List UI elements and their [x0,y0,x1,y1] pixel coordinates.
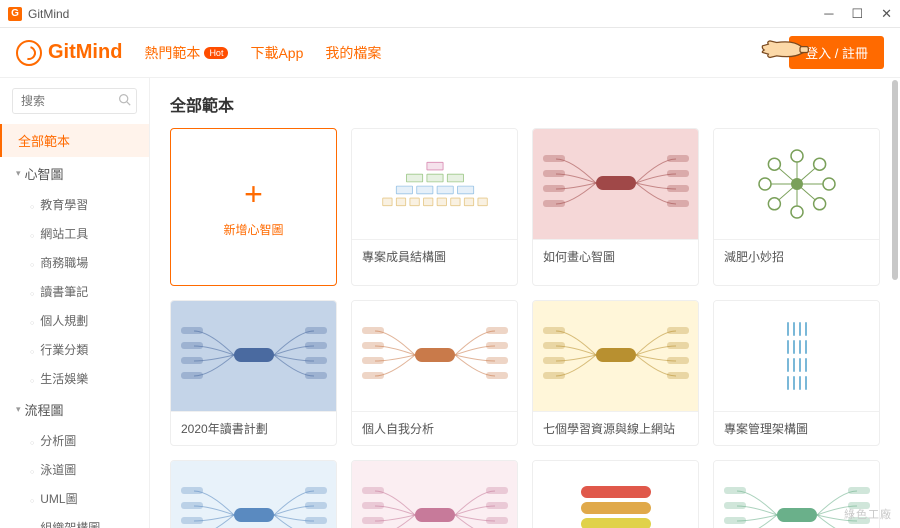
sidebar-sub-mindmap-3[interactable]: 讀書筆記 [0,277,149,306]
window-controls: ─ ☐ ✕ [824,6,892,22]
template-thumb [352,461,517,528]
minimize-button[interactable]: ─ [824,6,833,22]
sidebar: 全部範本 心智圖 教育學習網站工具商務職場讀書筆記個人規劃行業分類生活娛樂 流程… [0,78,150,528]
sidebar-item-mindmap[interactable]: 心智圖 [0,157,149,190]
template-caption: 專案成員結構圖 [352,239,517,273]
sidebar-sub-mindmap-5[interactable]: 行業分類 [0,335,149,364]
scrollbar[interactable] [892,80,898,280]
sidebar-sub-mindmap-0[interactable]: 教育學習 [0,190,149,219]
template-card-6[interactable]: 專案管理架構圖 [713,300,880,446]
sidebar-sub-mindmap-6[interactable]: 生活娛樂 [0,364,149,393]
main-area: 全部範本 心智圖 教育學習網站工具商務職場讀書筆記個人規劃行業分類生活娛樂 流程… [0,78,900,528]
sidebar-item-all[interactable]: 全部範本 [0,124,149,157]
window-title: GitMind [28,7,69,21]
template-thumb [171,301,336,411]
template-card-2[interactable]: 減肥小妙招 [713,128,880,286]
sidebar-sub-flowchart-2[interactable]: UML圖 [0,484,149,513]
nav-download-app[interactable]: 下載App [250,43,303,63]
close-button[interactable]: ✕ [881,6,892,22]
template-caption: 七個學習資源與線上網站 [533,411,698,445]
new-mindmap-label: 新增心智圖 [223,221,283,238]
app-icon: G [8,7,22,21]
logo-text: GitMind [48,41,122,64]
sidebar-sub-mindmap-1[interactable]: 網站工具 [0,219,149,248]
login-register-button[interactable]: 登入 / 註冊 [789,36,884,69]
template-card-0[interactable]: 專案成員結構圖 [351,128,518,286]
plus-icon: + [244,176,263,213]
template-caption: 減肥小妙招 [714,239,879,273]
search-icon[interactable] [118,93,131,109]
template-card-7[interactable] [170,460,337,528]
logo-icon [16,40,42,66]
template-caption: 專案管理架構圖 [714,411,879,445]
nav-hot-templates[interactable]: 熱門範本 Hot [144,43,228,63]
titlebar: G GitMind ─ ☐ ✕ [0,0,900,28]
content-area: 全部範本 + 新增心智圖 專案成員結構圖 如何畫心智圖 減肥小妙招 2020年讀… [150,78,900,528]
page-title: 全部範本 [170,92,880,116]
template-card-4[interactable]: 個人自我分析 [351,300,518,446]
topbar: GitMind 熱門範本 Hot 下載App 我的檔案 登入 / 註冊 [0,28,900,78]
template-thumb [171,461,336,528]
template-thumb [352,301,517,411]
maximize-button[interactable]: ☐ [851,6,863,22]
template-thumb [533,129,698,239]
search-box [12,88,137,114]
sidebar-sub-mindmap-2[interactable]: 商務職場 [0,248,149,277]
template-thumb [533,461,698,528]
sidebar-sub-mindmap-4[interactable]: 個人規劃 [0,306,149,335]
template-thumb [714,129,879,239]
sidebar-sub-flowchart-0[interactable]: 分析圖 [0,426,149,455]
template-thumb [352,129,517,239]
logo[interactable]: GitMind [16,40,122,66]
template-caption: 個人自我分析 [352,411,517,445]
nav-my-files[interactable]: 我的檔案 [325,43,381,63]
watermark: 綠色工廠 [844,506,892,522]
template-card-9[interactable] [532,460,699,528]
primary-nav: 熱門範本 Hot 下載App 我的檔案 [144,43,381,63]
template-card-1[interactable]: 如何畫心智圖 [532,128,699,286]
sidebar-sub-flowchart-1[interactable]: 泳道圖 [0,455,149,484]
template-caption: 如何畫心智圖 [533,239,698,273]
new-mindmap-card[interactable]: + 新增心智圖 [170,128,337,286]
template-thumb [533,301,698,411]
template-card-3[interactable]: 2020年讀書計劃 [170,300,337,446]
sidebar-item-flowchart[interactable]: 流程圖 [0,393,149,426]
template-grid: + 新增心智圖 專案成員結構圖 如何畫心智圖 減肥小妙招 2020年讀書計劃 個… [170,128,880,528]
sidebar-sub-flowchart-3[interactable]: 組織架構圖 [0,513,149,528]
template-caption: 2020年讀書計劃 [171,411,336,445]
template-card-8[interactable] [351,460,518,528]
template-card-5[interactable]: 七個學習資源與線上網站 [532,300,699,446]
hot-badge: Hot [204,47,228,59]
template-thumb [714,301,879,411]
